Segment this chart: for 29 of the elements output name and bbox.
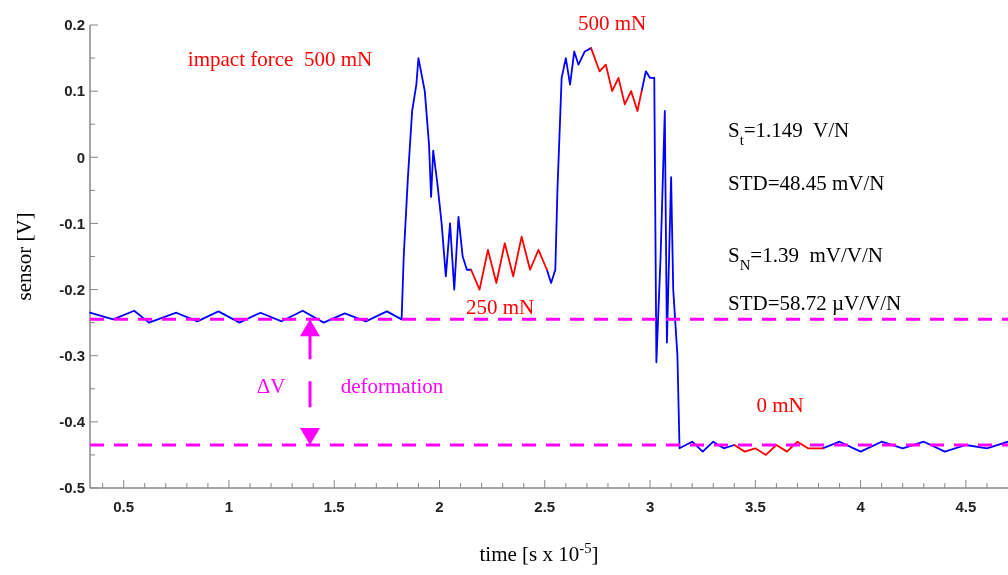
- x-tick-label: 4: [856, 498, 866, 515]
- y-tick-label: 0: [76, 148, 85, 166]
- x-tick-label: 1.5: [323, 498, 345, 515]
- y-tick-label: 0.2: [64, 16, 85, 34]
- y-tick-label: -0.5: [59, 479, 85, 497]
- x-tick-label: 2: [435, 498, 444, 515]
- x-tick-label: 0.5: [113, 498, 135, 515]
- y-tick-label: -0.3: [59, 346, 85, 364]
- x-tick-label: 2.5: [534, 498, 556, 515]
- annotation: STD=58.72 µV/V/N: [728, 291, 902, 315]
- annotation: 250 mN: [465, 295, 535, 319]
- y-axis-title: sensor [V]: [12, 212, 36, 301]
- x-tick-label: 3: [645, 498, 655, 515]
- annotation: deformation: [340, 374, 444, 398]
- annotation: 0 mN: [756, 393, 804, 417]
- annotation: S$_{t}$=1.149 V/N: [728, 118, 850, 148]
- y-tick-label: 0.1: [64, 82, 85, 100]
- y-tick-label: -0.1: [59, 214, 85, 232]
- annotation: ΔV: [256, 374, 286, 398]
- annotation: S$_{N}$=1.39 mV/V/N: [728, 243, 883, 273]
- annotation: STD=48.45 mV/N: [728, 171, 885, 195]
- y-tick-label: -0.2: [59, 280, 85, 298]
- x-axis-title: time [s x 10$^{-5}$]: [479, 540, 599, 566]
- x-tick-label: 1: [224, 498, 234, 515]
- annotation: impact force 500 mN: [187, 47, 373, 71]
- annotation: 500 mN: [577, 11, 647, 35]
- y-tick-label: -0.4: [59, 413, 86, 431]
- x-tick-label: 3.5: [744, 498, 766, 515]
- x-tick-label: 4.5: [955, 498, 977, 515]
